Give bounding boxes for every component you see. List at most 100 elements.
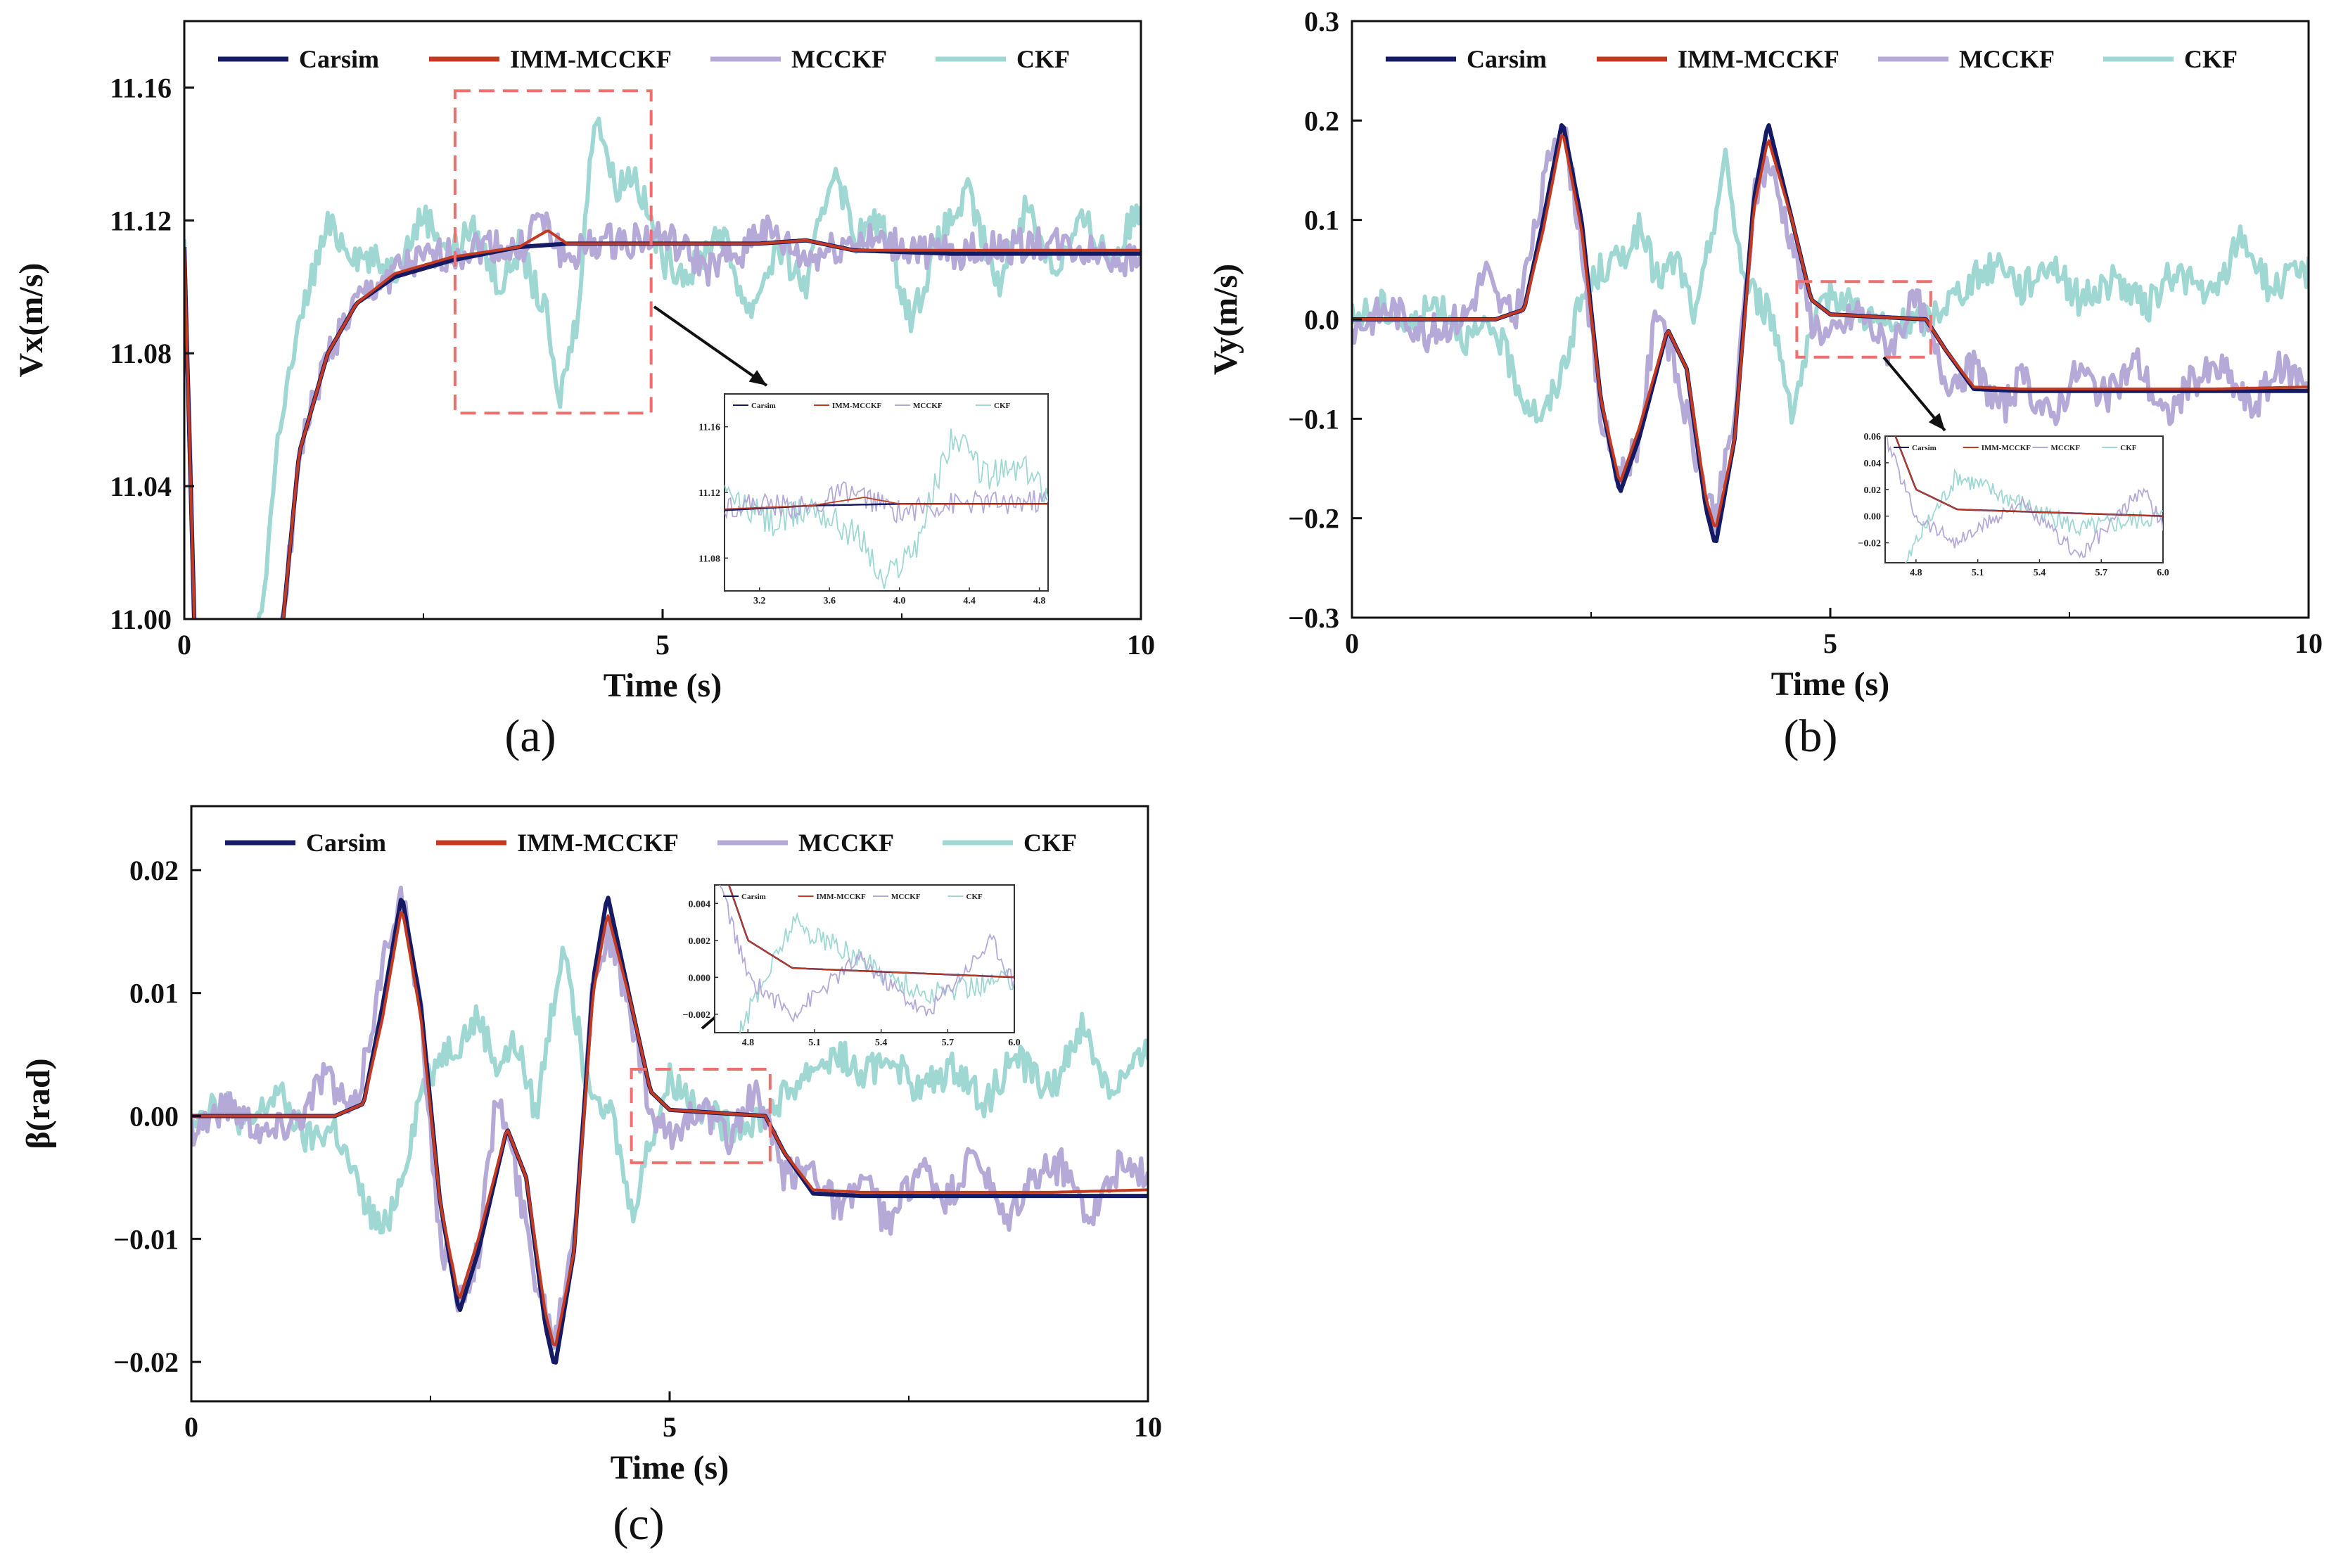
- inset-legend-label: CKF: [994, 402, 1011, 410]
- y-tick-label: 11.16: [110, 72, 172, 103]
- zoom-arrowhead: [1928, 413, 1945, 431]
- inset-legend-label: MCCKF: [913, 402, 943, 410]
- y-axis-label: β(rad): [20, 1058, 57, 1149]
- inset-x-tick-label: 5.1: [808, 1038, 821, 1048]
- legend-label-mcckf: MCCKF: [791, 45, 887, 73]
- series-line-imm-mcckf: [1352, 134, 2309, 528]
- y-tick-label: −0.1: [1288, 403, 1339, 435]
- inset-y-tick-label: 0.000: [689, 973, 711, 983]
- series-line-mcckf: [191, 886, 1148, 1350]
- zoom-arrow: [653, 305, 768, 387]
- inset-x-tick-label: 6.0: [1008, 1038, 1021, 1048]
- legend-label-carsim: Carsim: [299, 45, 379, 73]
- y-tick-label: 11.04: [110, 471, 172, 502]
- inset-legend-label: MCCKF: [2051, 444, 2081, 452]
- inset-series-ckf: [1905, 468, 2163, 563]
- inset-frame: [1884, 435, 2164, 563]
- inset-legend-label: IMM-MCCKF: [832, 402, 882, 410]
- legend-label-mcckf: MCCKF: [798, 829, 894, 857]
- inset-x-tick-label: 4.4: [963, 596, 976, 606]
- zoom-box: [630, 1068, 772, 1164]
- inset-y-tick-label: 0.04: [1864, 459, 1882, 469]
- series-line-ckf: [191, 945, 1148, 1235]
- y-tick-label: −0.3: [1288, 602, 1339, 634]
- inset-x-tick-label: 4.8: [742, 1038, 755, 1048]
- legend-label-ckf: CKF: [2184, 45, 2238, 73]
- y-axis-label: Vx(m/s): [13, 263, 50, 378]
- inset-x-tick-label: 6.0: [2157, 568, 2169, 578]
- inset-x-tick-label: 5.7: [2095, 568, 2107, 578]
- zoom-box: [453, 89, 653, 415]
- y-tick-label: 0.0: [1304, 304, 1339, 336]
- inset-x-tick-label: 5.4: [2034, 568, 2046, 578]
- series-line-imm-mcckf: [184, 229, 1141, 619]
- inset-x-tick-label: 5.4: [875, 1038, 888, 1048]
- x-tick-label: 0: [1345, 627, 1359, 659]
- inset-legend-label: IMM-MCCKF: [1982, 444, 2031, 452]
- chart-0: 0 5 10 11.00 11.04 11.08 11.12 11.16 Time (s) Vx(…: [13, 20, 1155, 762]
- inset-legend-label: CKF: [966, 893, 983, 901]
- figure-caption: (a): [504, 710, 556, 762]
- x-tick-label: 5: [663, 1411, 677, 1443]
- y-tick-label: 11.08: [110, 338, 172, 369]
- inset-x-tick-label: 4.8: [1910, 568, 1922, 578]
- inset-legend-label: Carsim: [751, 402, 776, 410]
- inset-legend-label: CKF: [2120, 444, 2137, 452]
- inset-series-imm-mcckf: [725, 497, 1048, 510]
- x-tick-label: 5: [1823, 627, 1837, 659]
- series-line-mcckf: [184, 211, 1141, 619]
- legend-label-carsim: Carsim: [306, 829, 386, 857]
- x-tick-label: 0: [184, 1411, 198, 1443]
- inset-x-tick-label: 3.2: [753, 596, 766, 606]
- inset-legend-label: Carsim: [741, 893, 766, 901]
- series-line-ckf: [184, 116, 1141, 619]
- zoom-box: [1795, 280, 1932, 359]
- y-tick-label: −0.02: [113, 1346, 179, 1378]
- inset-chart: 3.2 3.6 4.0 4.4 4.8 11.08 11.12 11.16 Carsim IMM-…: [698, 393, 1049, 606]
- inset-y-tick-label: 0.02: [1864, 485, 1882, 496]
- y-tick-label: 0.00: [129, 1100, 179, 1132]
- figure-caption: (b): [1784, 710, 1838, 762]
- y-axis-label: Vy(m/s): [1207, 264, 1244, 375]
- zoom-arrowhead: [748, 369, 767, 385]
- legend: Carsim IMM-MCCKF MCCKF CKF: [225, 829, 1077, 857]
- y-tick-label: 0.2: [1304, 105, 1339, 136]
- y-tick-label: 11.12: [110, 205, 172, 236]
- x-tick-label: 10: [2295, 627, 2323, 659]
- inset-x-tick-label: 4.8: [1033, 596, 1046, 606]
- legend-label-imm-mcckf: IMM-MCCKF: [510, 45, 672, 73]
- inset-x-tick-label: 3.6: [823, 596, 836, 606]
- series-line-mcckf: [1352, 126, 2309, 534]
- inset-y-tick-label: 0.004: [689, 899, 711, 910]
- inset-y-tick-label: 11.08: [698, 554, 720, 564]
- legend: Carsim IMM-MCCKF MCCKF CKF: [218, 45, 1070, 73]
- inset-series-mcckf: [725, 480, 1048, 524]
- inset-y-tick-label: 0.06: [1864, 432, 1882, 442]
- inset-y-tick-label: 11.12: [698, 488, 720, 499]
- y-tick-label: 11.00: [110, 604, 172, 635]
- x-tick-label: 10: [1127, 629, 1155, 661]
- y-tick-label: 0.1: [1304, 205, 1339, 236]
- legend-label-mcckf: MCCKF: [1959, 45, 2055, 73]
- inset-y-tick-label: −0.02: [1858, 539, 1881, 549]
- legend-label-imm-mcckf: IMM-MCCKF: [1678, 45, 1839, 73]
- legend-label-carsim: Carsim: [1467, 45, 1547, 73]
- inset-y-tick-label: 0.002: [689, 936, 711, 947]
- x-tick-label: 10: [1134, 1411, 1162, 1443]
- x-axis-label: Time (s): [611, 1449, 729, 1486]
- figure-caption: (c): [613, 1498, 664, 1550]
- y-tick-label: −0.2: [1288, 503, 1339, 535]
- series-line-imm-mcckf: [191, 910, 1148, 1346]
- legend-label-ckf: CKF: [1023, 829, 1077, 857]
- inset-series-ckf: [739, 912, 1014, 1033]
- inset-series-imm-mcckf: [728, 885, 1014, 979]
- inset-frame: [724, 393, 1049, 592]
- inset-y-tick-label: 0.00: [1864, 512, 1882, 523]
- x-tick-label: 5: [656, 629, 670, 661]
- inset-legend-label: MCCKF: [891, 893, 921, 901]
- y-tick-label: 0.02: [129, 855, 179, 886]
- x-axis-label: Time (s): [1771, 665, 1889, 703]
- legend-label-imm-mcckf: IMM-MCCKF: [517, 829, 679, 857]
- x-tick-label: 0: [177, 629, 191, 661]
- inset-series-mcckf: [719, 885, 1014, 1023]
